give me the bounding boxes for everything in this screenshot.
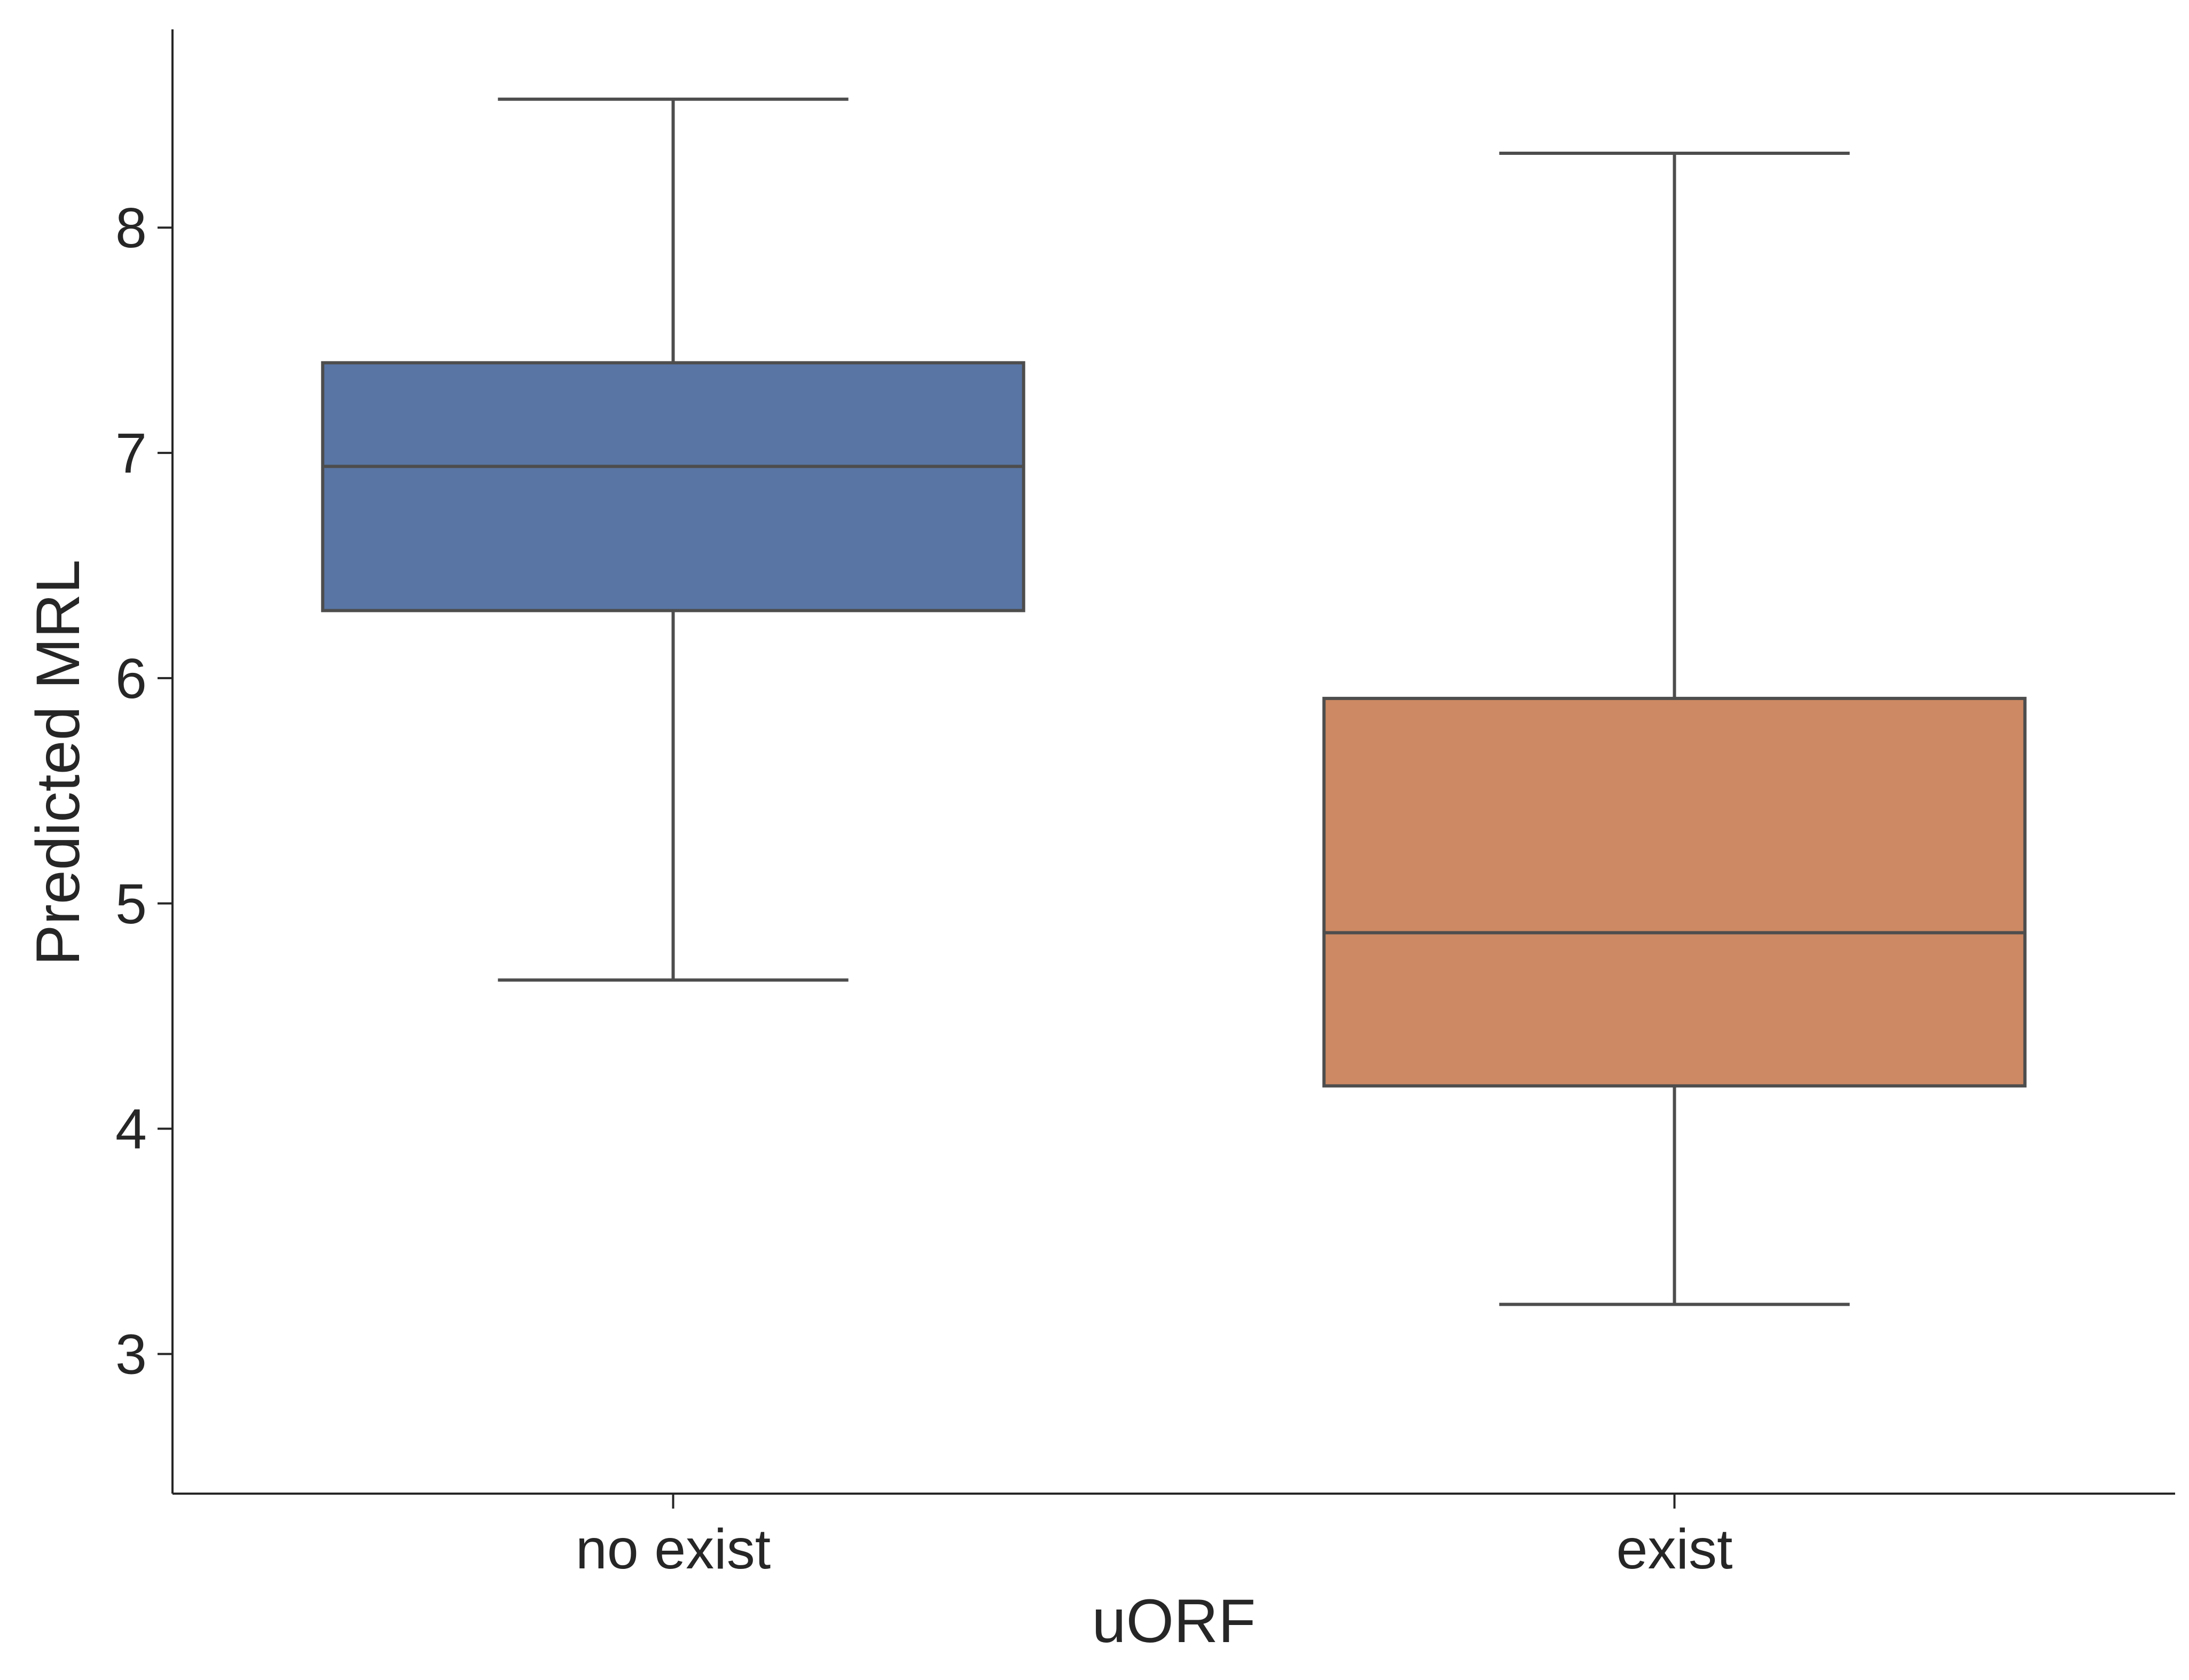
y-tick-label-3: 3: [115, 1323, 147, 1386]
box-group-no-exist: [321, 97, 1025, 982]
x-axis-label: uORF: [1092, 1587, 1256, 1655]
y-tick-label-7: 7: [115, 422, 147, 485]
x-tick-label-exist: exist: [1617, 1518, 1733, 1581]
box-no-exist: [321, 361, 1025, 613]
axes-layer: [171, 29, 2175, 1495]
ticks-layer: 3 4 5 6 7 8 no exist exist: [115, 197, 1732, 1581]
boxes-layer: [321, 97, 2027, 1306]
x-tick-label-no-exist: no exist: [576, 1518, 771, 1581]
box-exist: [1322, 696, 2027, 1088]
y-tick-label-5: 5: [115, 873, 147, 936]
box-group-exist: [1322, 152, 2027, 1306]
y-tick-label-8: 8: [115, 197, 147, 260]
y-tick-label-6: 6: [115, 647, 147, 710]
y-axis-label: Predicted MRL: [24, 560, 92, 966]
y-tick-label-4: 4: [115, 1098, 147, 1161]
